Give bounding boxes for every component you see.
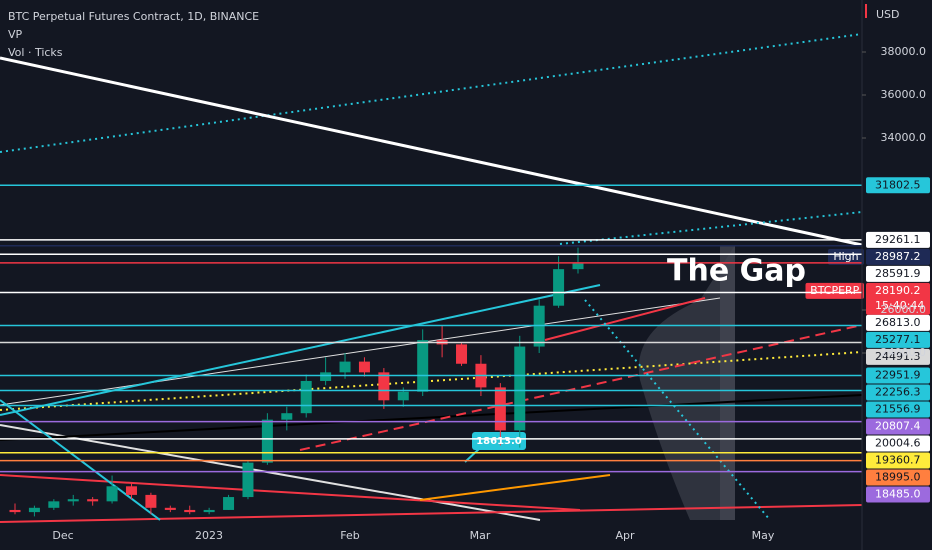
candle-body <box>145 494 157 508</box>
price-tag <box>866 418 930 435</box>
candle-body <box>320 372 332 381</box>
price-tag <box>866 469 930 486</box>
candle-body <box>514 346 526 431</box>
price-tag <box>866 435 930 452</box>
price-tag <box>866 248 930 265</box>
candle-body <box>261 419 273 463</box>
candle-body <box>87 499 99 502</box>
price-tag <box>866 265 930 282</box>
price-tag-label: 24491.3 <box>875 350 921 363</box>
price-tag <box>866 282 930 315</box>
price-tag-label: 29261.1 <box>875 233 921 246</box>
candle-body <box>9 509 21 513</box>
price-tag <box>866 486 930 503</box>
candle-body <box>300 380 312 414</box>
x-tick-label: Apr <box>615 529 635 542</box>
y-tick-label: 38000.0 <box>881 45 927 58</box>
price-tag-label: 18485.0 <box>875 488 921 501</box>
tag-title: High <box>833 250 858 263</box>
tag-title-box <box>828 248 864 265</box>
x-tick-label: 2023 <box>195 529 223 542</box>
candle-body <box>397 391 409 401</box>
candle-body <box>456 344 468 364</box>
callout: 18613.0 <box>476 436 522 447</box>
price-tag <box>866 314 930 331</box>
indicator: VP <box>8 28 23 41</box>
price-tag <box>866 331 930 348</box>
candle-body <box>553 269 565 306</box>
price-tag <box>866 401 930 418</box>
candle-body <box>28 507 40 513</box>
countdown: 15:40:44 <box>875 299 924 312</box>
tag-title-box <box>805 282 864 299</box>
candle-body <box>106 486 118 502</box>
y-tick-label: 24000.0 <box>881 346 927 359</box>
price-tag <box>866 367 930 384</box>
price-tag-label: 18995.0 <box>875 471 921 484</box>
tag-title: BTCPERP <box>810 284 860 297</box>
price-tag-label: 26813.0 <box>875 316 921 329</box>
price-tag-label: 20807.4 <box>875 420 921 433</box>
candle-body <box>125 486 137 495</box>
y-tick-label: 34000.0 <box>881 131 927 144</box>
price-tag-label: 20004.6 <box>875 437 921 450</box>
price-tags: 31802.5 29261.1 28987.2 High 28591.9 28190.2 1… <box>0 177 930 503</box>
price-tag-label: 28987.2 <box>875 250 921 263</box>
candle-body <box>378 372 390 401</box>
x-tick-label: May <box>752 529 775 542</box>
price-tag <box>866 177 930 194</box>
y-tick-label: 36000.0 <box>881 88 927 101</box>
x-tick-label: Feb <box>340 529 359 542</box>
drawings <box>0 33 863 523</box>
candle-body <box>164 507 176 510</box>
price-tag <box>866 348 930 365</box>
candle-body <box>358 361 370 373</box>
price-tag <box>866 452 930 469</box>
price-tag <box>866 231 930 248</box>
price-tag-label: 25277.1 <box>875 333 921 346</box>
candle-body <box>48 501 60 508</box>
candle-body <box>417 340 429 392</box>
price-tag <box>866 384 930 401</box>
candle-body <box>242 462 254 498</box>
y-tick-label: 26000.0 <box>881 303 927 316</box>
indicator: Vol · Ticks <box>8 46 63 59</box>
price-tag-label: 21556.9 <box>875 403 921 416</box>
price-tag-label: 22951.9 <box>875 369 921 382</box>
candle-body <box>67 499 79 502</box>
x-axis <box>0 525 932 550</box>
x-tick-label: Mar <box>470 529 491 542</box>
candle-body <box>572 262 584 270</box>
candle-body <box>494 387 506 431</box>
candle-body <box>184 509 196 513</box>
candle-body <box>339 361 351 373</box>
price-tag-label: 28591.9 <box>875 267 921 280</box>
candle-body <box>203 509 215 513</box>
price-tag-label: 28190.2 <box>875 284 921 297</box>
price-tag-label: 31802.5 <box>875 178 921 191</box>
currency: USD <box>876 8 900 21</box>
candle-body <box>281 413 293 420</box>
y-axis: 38000.0 36000.0 34000.0 26000.0 24000.0 <box>862 45 926 359</box>
price-tag-label: 19360.7 <box>875 454 921 467</box>
chart-title: BTC Perpetual Futures Contract, 1D, BINA… <box>8 10 259 23</box>
price-tag-label: 22256.3 <box>875 386 921 399</box>
annotation: The Gap <box>667 254 806 289</box>
candle-body <box>223 497 235 510</box>
x-tick-label: Dec <box>52 529 73 542</box>
